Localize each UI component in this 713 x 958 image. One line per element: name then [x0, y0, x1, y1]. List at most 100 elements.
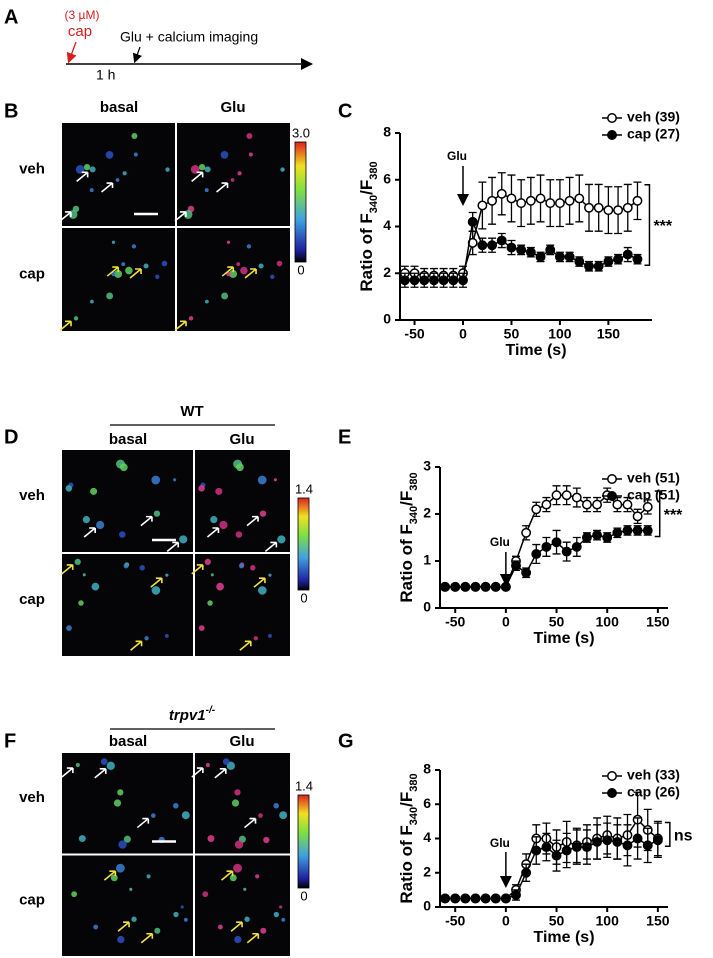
cell: [173, 802, 179, 809]
cell: [153, 510, 161, 517]
cell: [115, 863, 125, 873]
cell-arrow: [221, 870, 234, 881]
cell: [258, 586, 267, 595]
data-point: [554, 198, 565, 209]
cell: [281, 917, 286, 922]
cell-arrow: [244, 268, 257, 279]
cell: [237, 171, 242, 176]
cell: [106, 292, 114, 300]
cell: [270, 274, 275, 280]
cell: [198, 163, 206, 171]
cell-arrow: [166, 541, 180, 553]
stimulus-label: Glu: [490, 836, 510, 850]
x-tick-label: 0: [502, 913, 510, 929]
cell: [115, 178, 120, 182]
significance-bracket: [664, 821, 671, 847]
cell: [151, 586, 161, 595]
data-point: [593, 202, 604, 213]
cell: [205, 299, 209, 304]
stimulus-label: Glu: [447, 149, 467, 163]
cell: [89, 188, 94, 193]
significance-bracket: [654, 490, 661, 538]
cell-arrow: [246, 515, 259, 527]
data-point: [642, 840, 653, 851]
data-point: [525, 195, 536, 206]
cell: [219, 520, 228, 530]
cell: [117, 789, 124, 796]
cell: [93, 924, 99, 930]
cell: [183, 917, 188, 922]
y-axis-label-part: 340: [368, 195, 380, 213]
cell: [220, 151, 229, 159]
data-point: [521, 527, 532, 538]
data-point: [467, 216, 478, 227]
cell-arrow: [264, 541, 278, 553]
series-line: [445, 837, 659, 900]
data-point: [613, 254, 624, 265]
cell: [234, 935, 242, 944]
data-point: [506, 193, 517, 204]
y-tick-label: 8: [383, 124, 391, 140]
y-axis-label-part: Ratio of F: [397, 524, 416, 602]
cell: [215, 487, 223, 495]
cell: [129, 887, 133, 891]
legend-marker: [607, 474, 617, 484]
color-bar-label: 0: [300, 888, 307, 903]
y-tick-label: 0: [383, 311, 391, 327]
cell: [117, 935, 125, 944]
cell-arrow: [239, 640, 252, 651]
data-point: [564, 251, 575, 262]
cell-arrow: [117, 921, 130, 932]
group-label-sup: -/-: [206, 705, 216, 716]
group-label: trpv1-/-: [169, 705, 216, 724]
color-bar-label: 3.0: [292, 125, 310, 140]
cell-arrow: [221, 266, 235, 277]
cell: [238, 563, 245, 569]
cell: [222, 758, 230, 765]
group-label: WT: [180, 403, 203, 420]
cell: [96, 520, 105, 530]
data-point: [574, 193, 585, 204]
data-point: [545, 244, 556, 255]
cell-arrow: [230, 921, 243, 932]
cell: [229, 269, 238, 278]
panel-label: E: [338, 426, 351, 448]
cell-arrow: [61, 564, 74, 575]
data-point: [593, 261, 604, 272]
cell: [240, 266, 248, 275]
cell-arrow: [244, 817, 257, 829]
data-point: [477, 200, 488, 211]
cell: [207, 600, 213, 606]
micrograph: [177, 123, 290, 226]
micrograph: [62, 855, 193, 956]
data-point: [592, 530, 603, 541]
micrograph: [62, 450, 193, 552]
y-axis-label: Ratio of F340/F380: [397, 472, 419, 602]
cell-arrow: [140, 515, 153, 527]
cell: [161, 260, 168, 267]
x-tick-label: 100: [596, 614, 620, 630]
cell: [154, 927, 161, 934]
cell: [258, 813, 263, 818]
column-label: basal: [100, 99, 138, 116]
cell: [73, 316, 79, 321]
cell: [279, 811, 288, 820]
cell: [233, 863, 242, 873]
cell: [188, 316, 194, 321]
legend-marker: [607, 130, 617, 140]
cell: [226, 240, 231, 244]
y-tick-label: 2: [423, 863, 431, 879]
cell-arrow: [129, 268, 142, 279]
cell: [277, 535, 286, 544]
data-point: [571, 541, 582, 552]
cell: [204, 188, 209, 193]
x-axis-label: Time (s): [533, 630, 594, 647]
y-tick-label: 4: [383, 217, 391, 233]
data-point: [541, 541, 552, 552]
color-bar-label: 1.4: [295, 481, 313, 496]
cell: [173, 478, 177, 482]
cell: [151, 813, 156, 818]
cell: [131, 916, 137, 922]
cell: [165, 573, 169, 577]
cell: [82, 573, 86, 577]
